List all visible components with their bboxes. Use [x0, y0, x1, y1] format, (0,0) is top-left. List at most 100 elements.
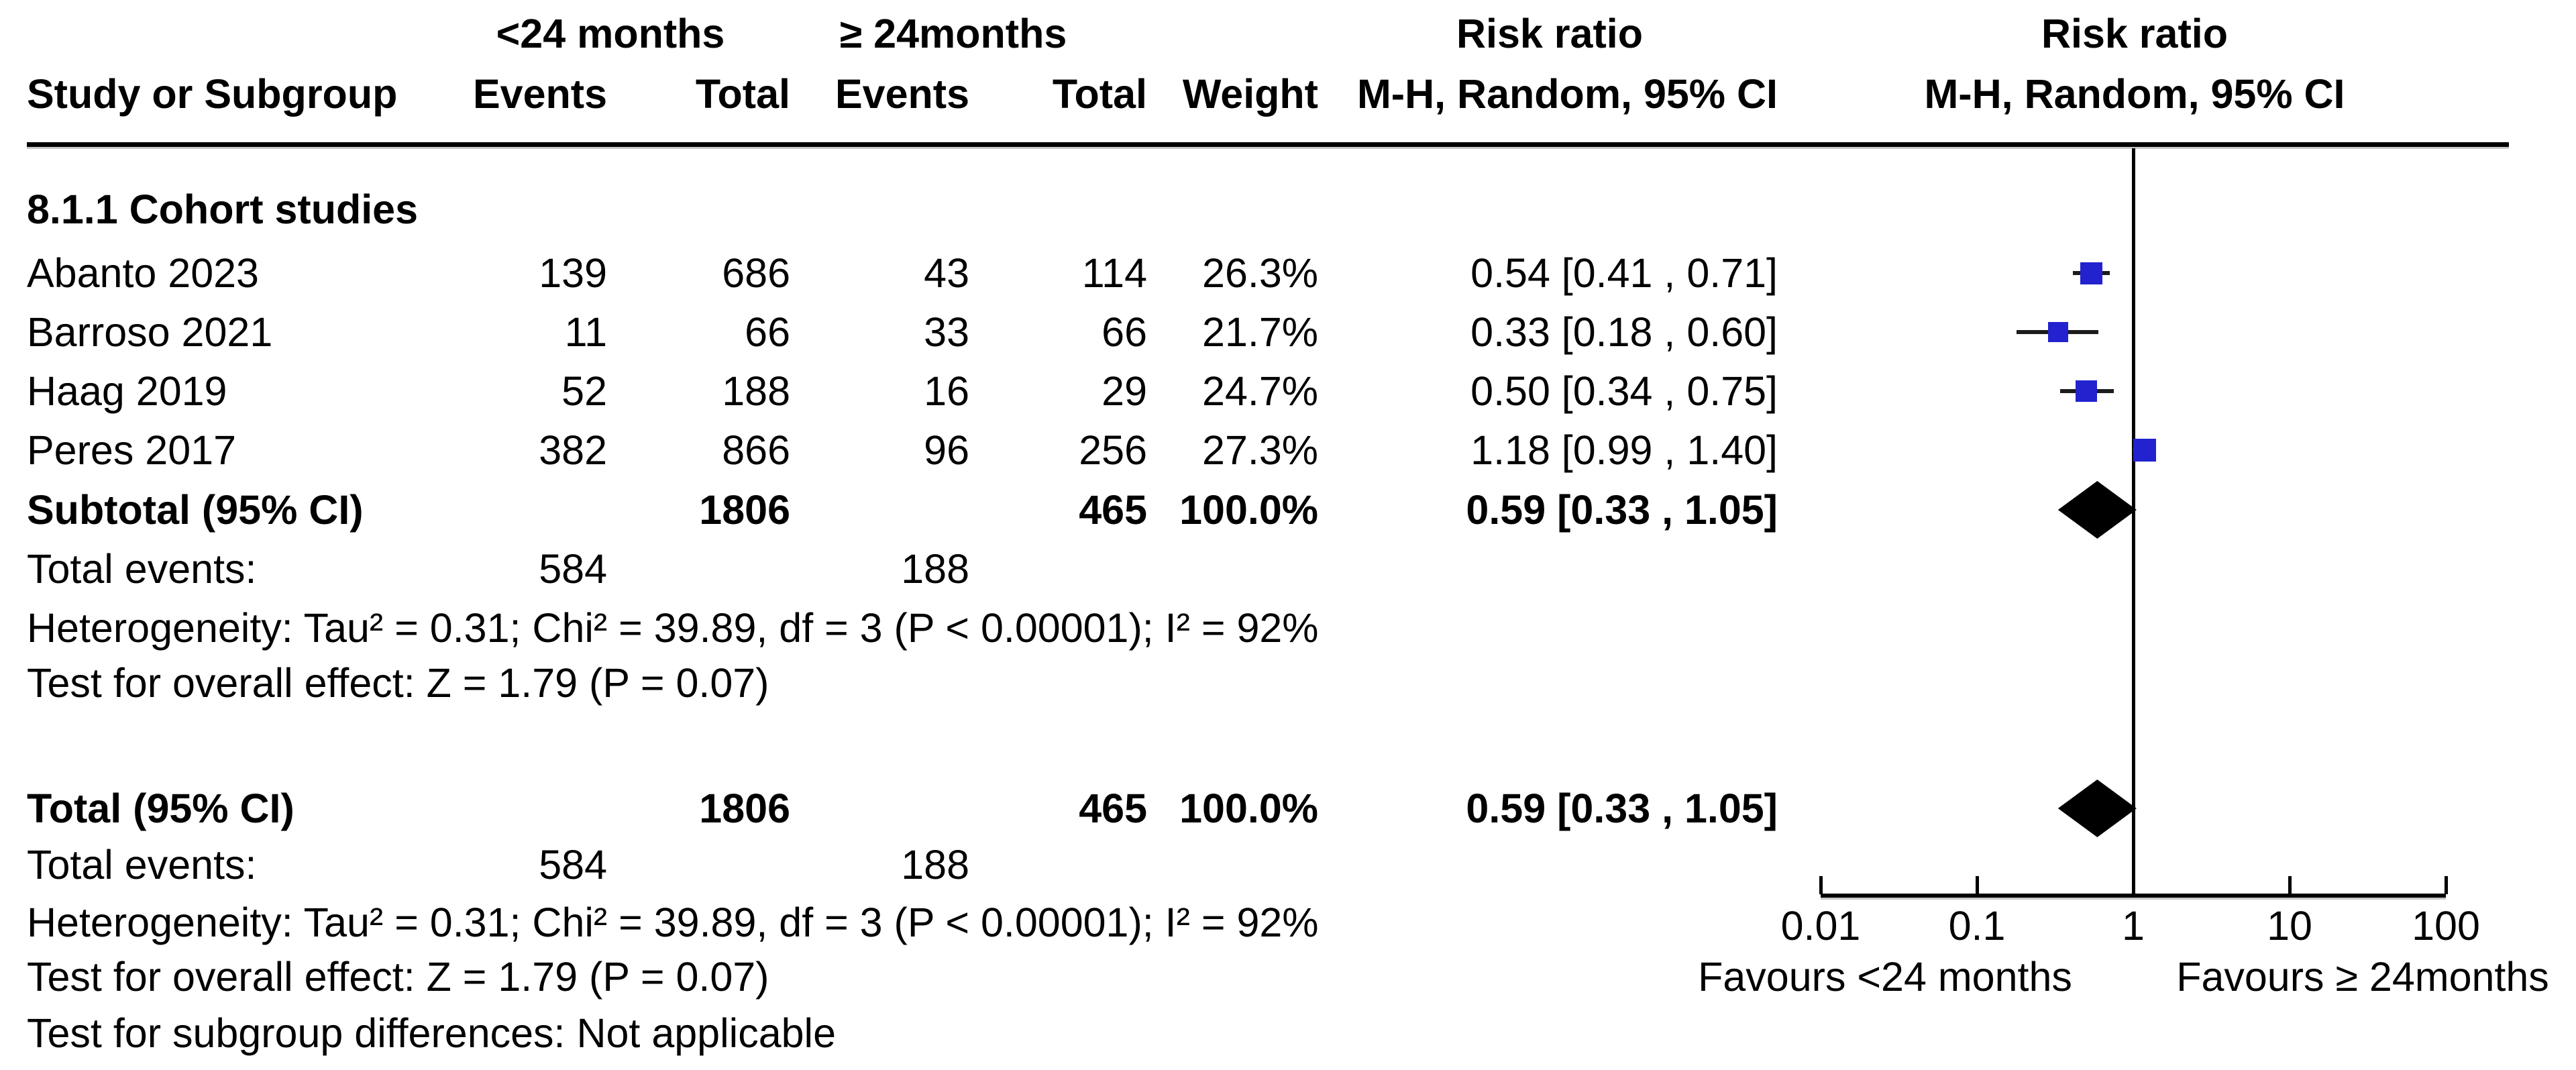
favours-right-label: Favours ≥ 24months [2176, 954, 2549, 1000]
subgroup-diff-text: Test for subgroup differences: Not appli… [27, 1010, 837, 1056]
axis-tick-label: 0.1 [1948, 903, 2006, 949]
events2-value: 16 [924, 368, 969, 414]
events2-value: 96 [924, 427, 969, 473]
axis-tick-label: 10 [2267, 903, 2312, 949]
total-events1: 584 [539, 842, 607, 888]
weight-value: 27.3% [1202, 427, 1318, 473]
table-row: Abanto 2023 139 686 43 114 26.3% 0.54 [0… [0, 244, 2576, 303]
axis-tick-label: 0.01 [1780, 903, 1861, 949]
header-rule [27, 142, 2509, 147]
total1-value: 66 [745, 309, 790, 355]
ci-value: 0.50 [0.34 , 0.75] [1470, 368, 1778, 414]
grand-weight: 100.0% [1179, 786, 1318, 831]
weight-value: 21.7% [1202, 309, 1318, 355]
table-row: Peres 2017 382 866 96 256 27.3% 1.18 [0.… [0, 421, 2576, 480]
overall-effect-text: Test for overall effect: Z = 1.79 (P = 0… [27, 660, 769, 706]
effect-square [2075, 380, 2097, 402]
x-axis-tick [1976, 876, 1979, 894]
col-study-header: Study or Subgroup [27, 71, 398, 117]
study-label: Haag 2019 [27, 368, 227, 414]
weight-value: 26.3% [1202, 250, 1318, 296]
subtotal-label: Subtotal (95% CI) [27, 487, 364, 533]
header-columns: Study or Subgroup Events Total Events To… [0, 64, 2576, 123]
risk-ratio-header-left: Risk ratio [1456, 11, 1643, 56]
subtotal-row: Subtotal (95% CI) 1806 465 100.0% 0.59 [… [0, 480, 2576, 539]
header-groups: <24 months ≥ 24months Risk ratio Risk ra… [0, 4, 2576, 63]
subgroup-title: 8.1.1 Cohort studies [27, 186, 419, 232]
x-axis-tick [2445, 876, 2448, 894]
method-ci-header-left: M-H, Random, 95% CI [1356, 71, 1778, 117]
total1-value: 188 [722, 368, 790, 414]
favours-left-label: Favours <24 months [1698, 954, 2072, 1000]
grand-total1: 1806 [699, 786, 790, 831]
ci-value: 0.54 [0.41 , 0.71] [1470, 250, 1778, 296]
total2-value: 66 [1102, 309, 1147, 355]
risk-ratio-header-right: Risk ratio [2041, 11, 2228, 56]
effect-square [2133, 439, 2156, 462]
heterogeneity-text: Heterogeneity: Tau² = 0.31; Chi² = 39.89… [27, 900, 1319, 945]
subtotal-weight: 100.0% [1179, 487, 1318, 533]
pooled-diamond [2057, 481, 2137, 539]
x-axis-line [1821, 894, 2446, 898]
total-test-row: Test for overall effect: Z = 1.79 (P = 0… [0, 947, 2576, 1006]
events2-value: 43 [924, 250, 969, 296]
study-label: Abanto 2023 [27, 250, 259, 296]
total-events-label: Total events: [27, 546, 257, 592]
subtotal-total1: 1806 [699, 487, 790, 533]
total2-value: 29 [1102, 368, 1147, 414]
effect-square [2047, 322, 2068, 342]
axis-tick-label: 100 [2412, 903, 2480, 949]
group2-header: ≥ 24months [839, 11, 1067, 56]
ci-value: 0.33 [0.18 , 0.60] [1470, 309, 1778, 355]
x-axis-tick [2132, 876, 2135, 894]
total-events2: 188 [901, 842, 969, 888]
total-events-row: Total events: 584 188 [0, 835, 2576, 894]
grand-total2: 465 [1079, 786, 1147, 831]
events1-value: 52 [561, 368, 607, 414]
subtotal-events-row: Total events: 584 188 [0, 539, 2576, 598]
total-row: Total (95% CI) 1806 465 100.0% 0.59 [0.3… [0, 779, 2576, 838]
col-events1-header: Events [472, 71, 607, 117]
col-total2-header: Total [1052, 71, 1147, 117]
grand-ci: 0.59 [0.33 , 1.05] [1466, 786, 1778, 831]
total-events2: 188 [901, 546, 969, 592]
total-heterogeneity-row: Heterogeneity: Tau² = 0.31; Chi² = 39.89… [0, 893, 2576, 952]
subtotal-test-row: Test for overall effect: Z = 1.79 (P = 0… [0, 653, 2576, 712]
study-label: Barroso 2021 [27, 309, 273, 355]
col-weight-header: Weight [1182, 71, 1318, 117]
x-axis-tick [2288, 876, 2292, 894]
table-row: Haag 2019 52 188 16 29 24.7% 0.50 [0.34 … [0, 362, 2576, 421]
col-events2-header: Events [835, 71, 969, 117]
pooled-diamond [2057, 780, 2137, 837]
events1-value: 139 [539, 250, 607, 296]
method-ci-header-right: M-H, Random, 95% CI [1924, 71, 2345, 117]
overall-effect-text: Test for overall effect: Z = 1.79 (P = 0… [27, 954, 769, 1000]
events2-value: 33 [924, 309, 969, 355]
events1-value: 382 [539, 427, 607, 473]
subgroup-title-row: 8.1.1 Cohort studies [0, 180, 2576, 239]
total-label: Total (95% CI) [27, 786, 294, 831]
study-label: Peres 2017 [27, 427, 236, 473]
total-events-label: Total events: [27, 842, 257, 888]
axis-tick-label: 1 [2122, 903, 2145, 949]
total2-value: 114 [1081, 250, 1147, 296]
subtotal-heterogeneity-row: Heterogeneity: Tau² = 0.31; Chi² = 39.89… [0, 598, 2576, 657]
effect-square [2080, 262, 2103, 284]
heterogeneity-text: Heterogeneity: Tau² = 0.31; Chi² = 39.89… [27, 605, 1319, 651]
group1-header: <24 months [496, 11, 725, 56]
null-effect-line [2132, 148, 2135, 894]
col-total1-header: Total [695, 71, 790, 117]
subtotal-total2: 465 [1079, 487, 1147, 533]
subgroup-diff-row: Test for subgroup differences: Not appli… [0, 1004, 2576, 1063]
total2-value: 256 [1079, 427, 1147, 473]
weight-value: 24.7% [1202, 368, 1318, 414]
total1-value: 866 [722, 427, 790, 473]
subtotal-ci: 0.59 [0.33 , 1.05] [1466, 487, 1778, 533]
x-axis-tick [1819, 876, 1823, 894]
total-events1: 584 [539, 546, 607, 592]
table-row: Barroso 2021 11 66 33 66 21.7% 0.33 [0.1… [0, 303, 2576, 362]
ci-value: 1.18 [0.99 , 1.40] [1470, 427, 1778, 473]
events1-value: 11 [564, 309, 607, 355]
total1-value: 686 [722, 250, 790, 296]
